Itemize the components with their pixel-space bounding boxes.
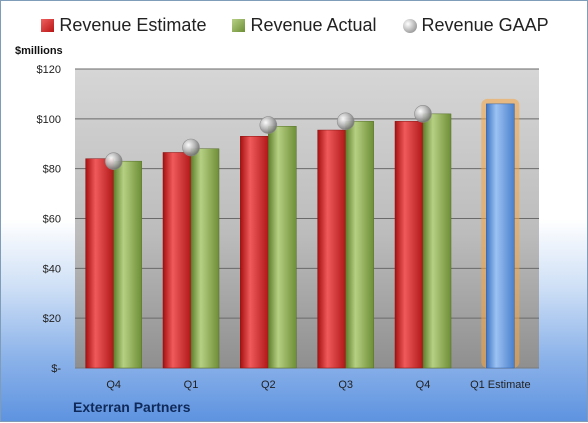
- bar-revenue-actual: [190, 148, 220, 369]
- x-tick-label: Q3: [338, 379, 353, 391]
- point-revenue-gaap: [104, 152, 123, 170]
- y-axis-unit-label: $millions: [15, 45, 63, 57]
- legend-item-actual: Revenue Actual: [232, 15, 377, 36]
- legend: Revenue Estimate Revenue Actual Revenue …: [1, 15, 588, 36]
- point-revenue-gaap: [336, 112, 355, 131]
- x-tick-label: Q4: [416, 379, 431, 391]
- y-tick-label: $-: [51, 363, 61, 375]
- bar-revenue-estimate: [394, 121, 424, 369]
- bar-q1-estimate-projection: [486, 103, 515, 369]
- bar-revenue-estimate: [162, 152, 192, 369]
- x-tick-label: Q4: [106, 379, 121, 391]
- legend-swatch-estimate: [41, 19, 55, 32]
- gridlines: [75, 68, 539, 369]
- bar-revenue-actual: [113, 160, 142, 369]
- legend-swatch-actual: [232, 19, 246, 32]
- legend-label-estimate: Revenue Estimate: [59, 15, 207, 35]
- bar-revenue-estimate: [85, 158, 114, 369]
- legend-swatch-gaap: [402, 18, 417, 33]
- y-tick-label: $20: [43, 313, 61, 325]
- bar-revenue-actual: [268, 126, 297, 369]
- y-tick-label: $80: [43, 164, 61, 176]
- y-tick-label: $120: [37, 64, 61, 76]
- point-revenue-gaap: [259, 116, 278, 134]
- point-revenue-gaap: [414, 105, 432, 123]
- legend-item-gaap: Revenue GAAP: [402, 15, 549, 36]
- legend-label-gaap: Revenue GAAP: [421, 15, 549, 35]
- y-tick-label: $60: [43, 214, 61, 226]
- legend-label-actual: Revenue Actual: [250, 15, 377, 35]
- bars: [85, 98, 520, 369]
- tick-labels: $- $20 $40 $60 $80 $100 $120 Q4 Q1 Q2 Q3 Q4 Q1 Estim…: [37, 64, 531, 391]
- company-name: Exterran Partners: [73, 399, 191, 415]
- legend-item-estimate: Revenue Estimate: [41, 15, 206, 36]
- y-tick-label: $40: [43, 263, 61, 275]
- x-tick-label: Q1: [184, 379, 199, 391]
- x-tick-label: Q2: [261, 379, 276, 391]
- x-tick-label: Q1 Estimate: [470, 379, 531, 391]
- y-tick-label: $100: [37, 114, 61, 126]
- point-revenue-gaap: [182, 138, 200, 157]
- bar-revenue-estimate: [317, 129, 346, 369]
- bar-revenue-estimate: [240, 136, 269, 369]
- bar-revenue-actual: [422, 113, 452, 369]
- bar-revenue-actual: [345, 121, 374, 369]
